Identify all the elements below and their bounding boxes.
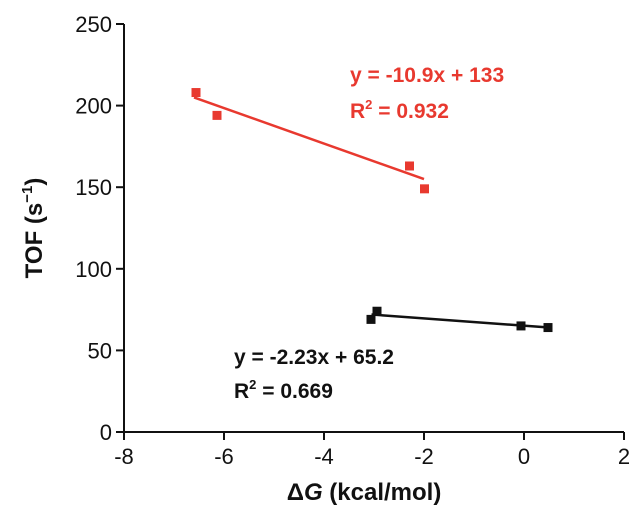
x-axis-label-part: G (304, 479, 323, 506)
r-squared-part: 2 (365, 97, 372, 112)
y-tick-label: 0 (100, 420, 112, 445)
r-squared-part: = 0.669 (256, 380, 332, 403)
y-axis-label-part: ) (21, 178, 48, 186)
data-point (405, 161, 414, 171)
fit-line (193, 96, 425, 181)
x-axis-label-part: (kcal/mol) (323, 479, 442, 506)
data-point (516, 321, 526, 331)
r-squared-part: R (350, 100, 365, 123)
y-tick-label: 200 (75, 94, 112, 119)
r-squared-part: = 0.932 (372, 100, 448, 123)
data-point (420, 184, 429, 194)
r-squared-part: 2 (249, 377, 256, 392)
x-tick-label: -6 (214, 444, 234, 469)
r-squared: R2 = 0.932 (350, 97, 449, 123)
data-point (191, 88, 201, 98)
x-axis-label: ΔG (kcal/mol) (287, 479, 442, 506)
y-tick-label: 250 (75, 12, 112, 37)
data-point (366, 314, 376, 324)
y-axis-label: TOF (s−1) (19, 178, 48, 279)
fit-equation: y = -2.23x + 65.2 (234, 346, 394, 369)
data-point (212, 110, 222, 120)
y-tick-label: 150 (75, 175, 112, 200)
r-squared-part: R (234, 380, 249, 403)
x-axis-label-part: Δ (287, 479, 304, 506)
x-tick-label: 0 (518, 444, 530, 469)
data-point (372, 306, 382, 316)
y-axis-label-part: −1 (19, 186, 36, 203)
data-point (543, 323, 553, 333)
r-squared: R2 = 0.669 (234, 377, 333, 403)
x-tick-label: -8 (114, 444, 134, 469)
x-tick-label: -2 (414, 444, 434, 469)
y-tick-label: 100 (75, 257, 112, 282)
y-axis-label-part: TOF (s (21, 203, 48, 279)
x-tick-label: 2 (618, 444, 630, 469)
x-tick-label: -4 (314, 444, 334, 469)
fit-equation: y = -10.9x + 133 (350, 64, 504, 87)
y-tick-label: 50 (88, 338, 112, 363)
